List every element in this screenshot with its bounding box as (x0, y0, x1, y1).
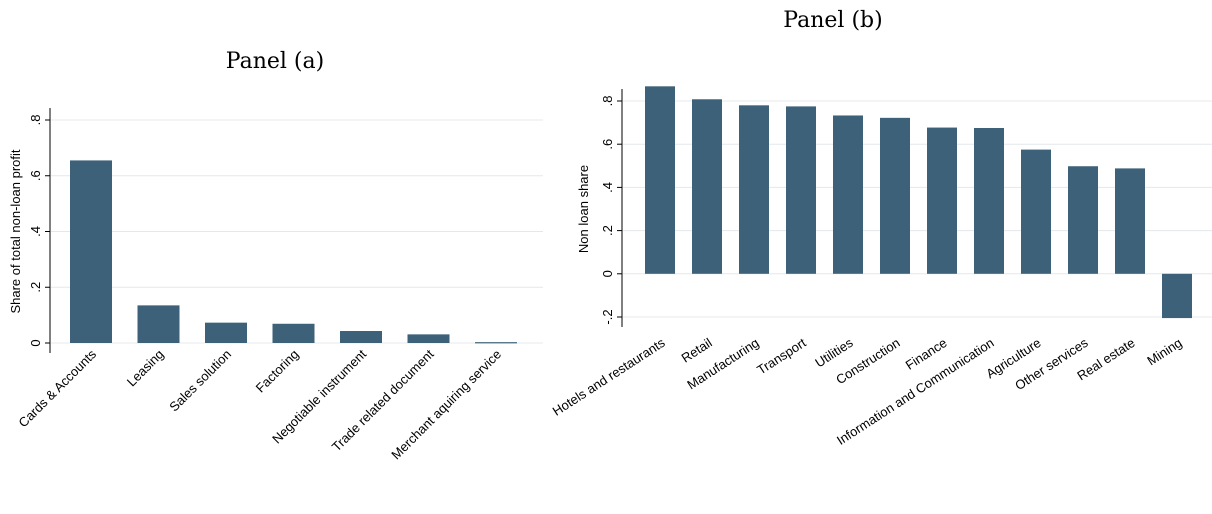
bar (645, 86, 675, 274)
bar (1162, 273, 1192, 319)
y-tick-label: .8 (600, 96, 615, 107)
x-tick-label: Factoring (253, 347, 302, 396)
x-tick-label: Leasing (124, 347, 167, 390)
bar (1115, 168, 1145, 274)
x-tick-label: Merchant aquiring service (388, 347, 504, 463)
bar (974, 128, 1004, 274)
chart-title: Panel (b) (783, 8, 882, 33)
y-tick-label: 0 (28, 339, 43, 346)
y-tick-label: .6 (28, 170, 43, 181)
x-tick-label: Transport (754, 335, 809, 378)
y-tick-label: .2 (600, 225, 615, 236)
y-axis-label: Share of total non-loan profit (8, 149, 23, 313)
y-tick-label: -.2 (600, 309, 615, 324)
x-tick-label: Hotels and restaurants (550, 335, 668, 419)
bar (739, 105, 769, 274)
bar (927, 127, 957, 274)
chart-title: Panel (a) (226, 49, 324, 74)
bar (833, 115, 863, 274)
bar (692, 99, 722, 274)
y-tick-label: 0 (600, 270, 615, 277)
y-axis-label: Non loan share (576, 165, 591, 253)
bar (272, 323, 315, 343)
bar (137, 305, 180, 343)
bar (205, 322, 247, 343)
bar (340, 331, 382, 343)
x-tick-label: Retail (679, 335, 715, 366)
bar (70, 160, 112, 343)
y-tick-label: .2 (28, 282, 43, 293)
bar (880, 117, 910, 274)
y-tick-label: .8 (28, 115, 43, 126)
y-tick-label: .6 (600, 139, 615, 150)
y-tick-label: .4 (600, 182, 615, 193)
x-tick-label: Sales solution (166, 347, 234, 415)
bar (475, 342, 517, 344)
bar (786, 106, 816, 274)
bar (1021, 149, 1051, 274)
bar (407, 334, 450, 343)
panel-a: Panel (a) 0 .2 .4 .6 .8 Share of total non-loa… (8, 49, 543, 462)
panel-b: Panel (b) -.2 0 .2 .4 .6 .8 Non loan share Hotel… (550, 8, 1212, 448)
x-tick-label: Cards & Accounts (15, 346, 99, 430)
x-tick-label: Mining (1144, 335, 1184, 368)
y-tick-label: .4 (28, 226, 43, 237)
bar (1068, 166, 1098, 274)
